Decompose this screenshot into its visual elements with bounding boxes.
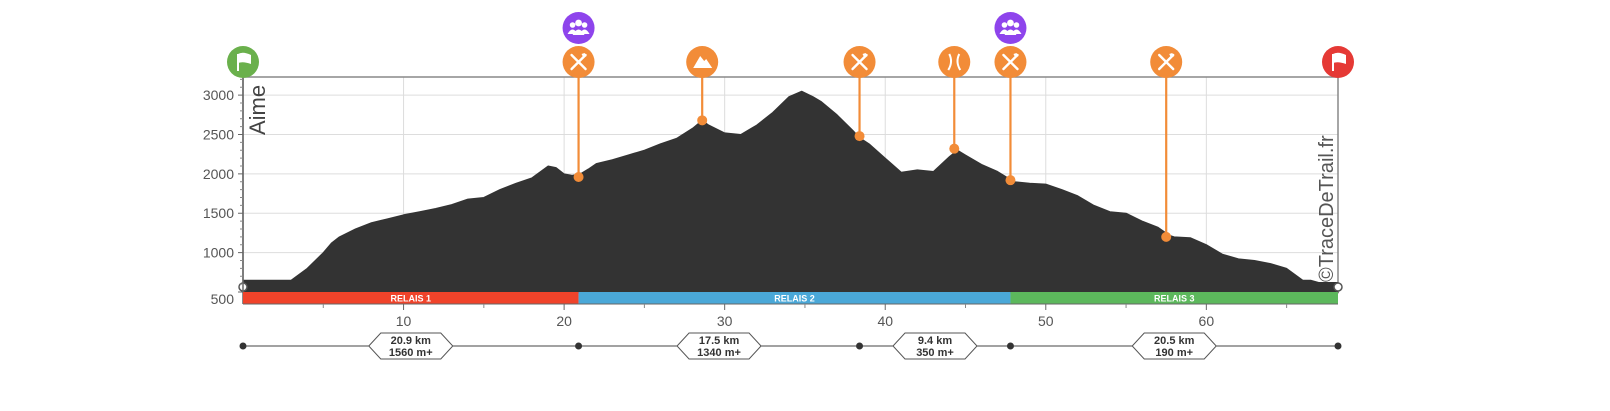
x-tick-label: 40 bbox=[877, 313, 893, 329]
person-head bbox=[575, 19, 582, 27]
mountain-icon bbox=[686, 46, 719, 78]
person-head bbox=[581, 22, 588, 28]
segment-boundary-dot bbox=[239, 342, 247, 350]
elevation-profile-area bbox=[242, 90, 1339, 294]
fork-head bbox=[1013, 53, 1019, 58]
fork-head bbox=[581, 53, 587, 58]
watermark: ©TraceDeTrail.fr bbox=[1316, 135, 1338, 282]
marker-icon-bg bbox=[938, 46, 971, 78]
segment-badge bbox=[676, 332, 762, 360]
segment-boundary-dot bbox=[575, 342, 583, 350]
segment-distance: 9.4 km bbox=[918, 335, 952, 347]
fork-knife-icon bbox=[994, 46, 1027, 78]
person-head bbox=[569, 22, 576, 28]
relay-bar-2 bbox=[578, 292, 1011, 304]
marker-point bbox=[697, 115, 708, 126]
flag-cloth bbox=[238, 52, 251, 64]
marker-finish bbox=[1322, 46, 1354, 78]
fork-knife-icon bbox=[562, 46, 595, 78]
finish-point-marker bbox=[1333, 282, 1343, 292]
segment-elevation-gain: 350 m+ bbox=[916, 347, 954, 359]
crowd-icon-bg bbox=[994, 12, 1027, 44]
marker-start bbox=[227, 46, 259, 78]
relay-label: RELAIS 3 bbox=[1154, 294, 1195, 304]
marker-point bbox=[573, 172, 584, 183]
fork-head bbox=[1169, 53, 1175, 58]
marker-point bbox=[854, 131, 865, 142]
segment-distance: 20.9 km bbox=[391, 335, 432, 347]
marker-refreshment bbox=[562, 12, 595, 183]
x-tick-label: 60 bbox=[1199, 313, 1215, 329]
marker-point bbox=[1005, 175, 1016, 186]
x-tick-label: 20 bbox=[556, 313, 572, 329]
start-label: Aime bbox=[245, 85, 270, 135]
markers bbox=[227, 12, 1354, 242]
crowd-icon bbox=[562, 12, 595, 44]
y-tick-label: 1500 bbox=[203, 205, 234, 221]
relay-bar-3 bbox=[1010, 292, 1338, 304]
y-tick-label: 500 bbox=[211, 291, 235, 307]
fork-knife-icon bbox=[843, 46, 876, 78]
marker-refreshment bbox=[1150, 46, 1183, 242]
marker-point bbox=[1161, 231, 1172, 242]
segment-boundary-dot bbox=[1334, 342, 1342, 350]
x-tick-label: 30 bbox=[717, 313, 733, 329]
segment-badge bbox=[1131, 332, 1217, 360]
mountain-shape bbox=[693, 56, 713, 68]
segment-boundary-dot bbox=[856, 342, 864, 350]
crowd-icon bbox=[994, 12, 1027, 44]
segment-elevation-gain: 190 m+ bbox=[1155, 347, 1193, 359]
segment-badge bbox=[368, 332, 454, 360]
crowd-icon-bg bbox=[562, 12, 595, 44]
segment-distance: 20.5 km bbox=[1154, 335, 1195, 347]
flag-cloth bbox=[1333, 52, 1346, 64]
relay-bar-1 bbox=[243, 292, 579, 304]
person-body bbox=[1004, 29, 1017, 35]
pass-icon bbox=[938, 46, 971, 78]
segment-distance: 17.5 km bbox=[699, 335, 740, 347]
y-tick-label: 2000 bbox=[203, 166, 234, 182]
segment-boundary-dot bbox=[1006, 342, 1014, 350]
x-tick-label: 10 bbox=[396, 313, 412, 329]
x-axis: 10 20 30 40 50 60 bbox=[243, 303, 1338, 329]
marker-point bbox=[949, 143, 960, 154]
y-tick-label: 3000 bbox=[203, 87, 234, 103]
pass-line-right bbox=[956, 53, 962, 71]
relay-label: RELAIS 1 bbox=[391, 294, 432, 304]
person-head bbox=[1001, 22, 1008, 28]
segment-elevation-gain: 1340 m+ bbox=[697, 347, 741, 359]
fork-stroke bbox=[1158, 53, 1175, 71]
fork-head bbox=[862, 53, 868, 58]
marker-summit bbox=[686, 46, 719, 126]
y-tick-label: 2500 bbox=[203, 126, 234, 142]
relay-bars: RELAIS 1 RELAIS 2 RELAIS 3 bbox=[243, 292, 1338, 304]
relay-label: RELAIS 2 bbox=[774, 294, 815, 304]
pass-line-left bbox=[947, 53, 953, 71]
finish-flag-icon bbox=[1322, 46, 1354, 78]
segment-elevation-gain: 1560 m+ bbox=[389, 347, 433, 359]
x-tick-label: 50 bbox=[1038, 313, 1054, 329]
start-flag-icon bbox=[227, 46, 259, 78]
person-body bbox=[572, 29, 585, 35]
fork-knife-icon bbox=[1150, 46, 1183, 78]
person-head bbox=[1007, 19, 1014, 27]
marker-refreshment bbox=[994, 12, 1027, 186]
y-axis: 500 1000 1500 2000 2500 3000 bbox=[203, 77, 244, 307]
marker-pass bbox=[938, 46, 971, 154]
segment-badge bbox=[892, 332, 978, 360]
y-tick-label: 1000 bbox=[203, 245, 234, 261]
marker-refreshment bbox=[843, 46, 876, 142]
person-head bbox=[1013, 22, 1020, 28]
